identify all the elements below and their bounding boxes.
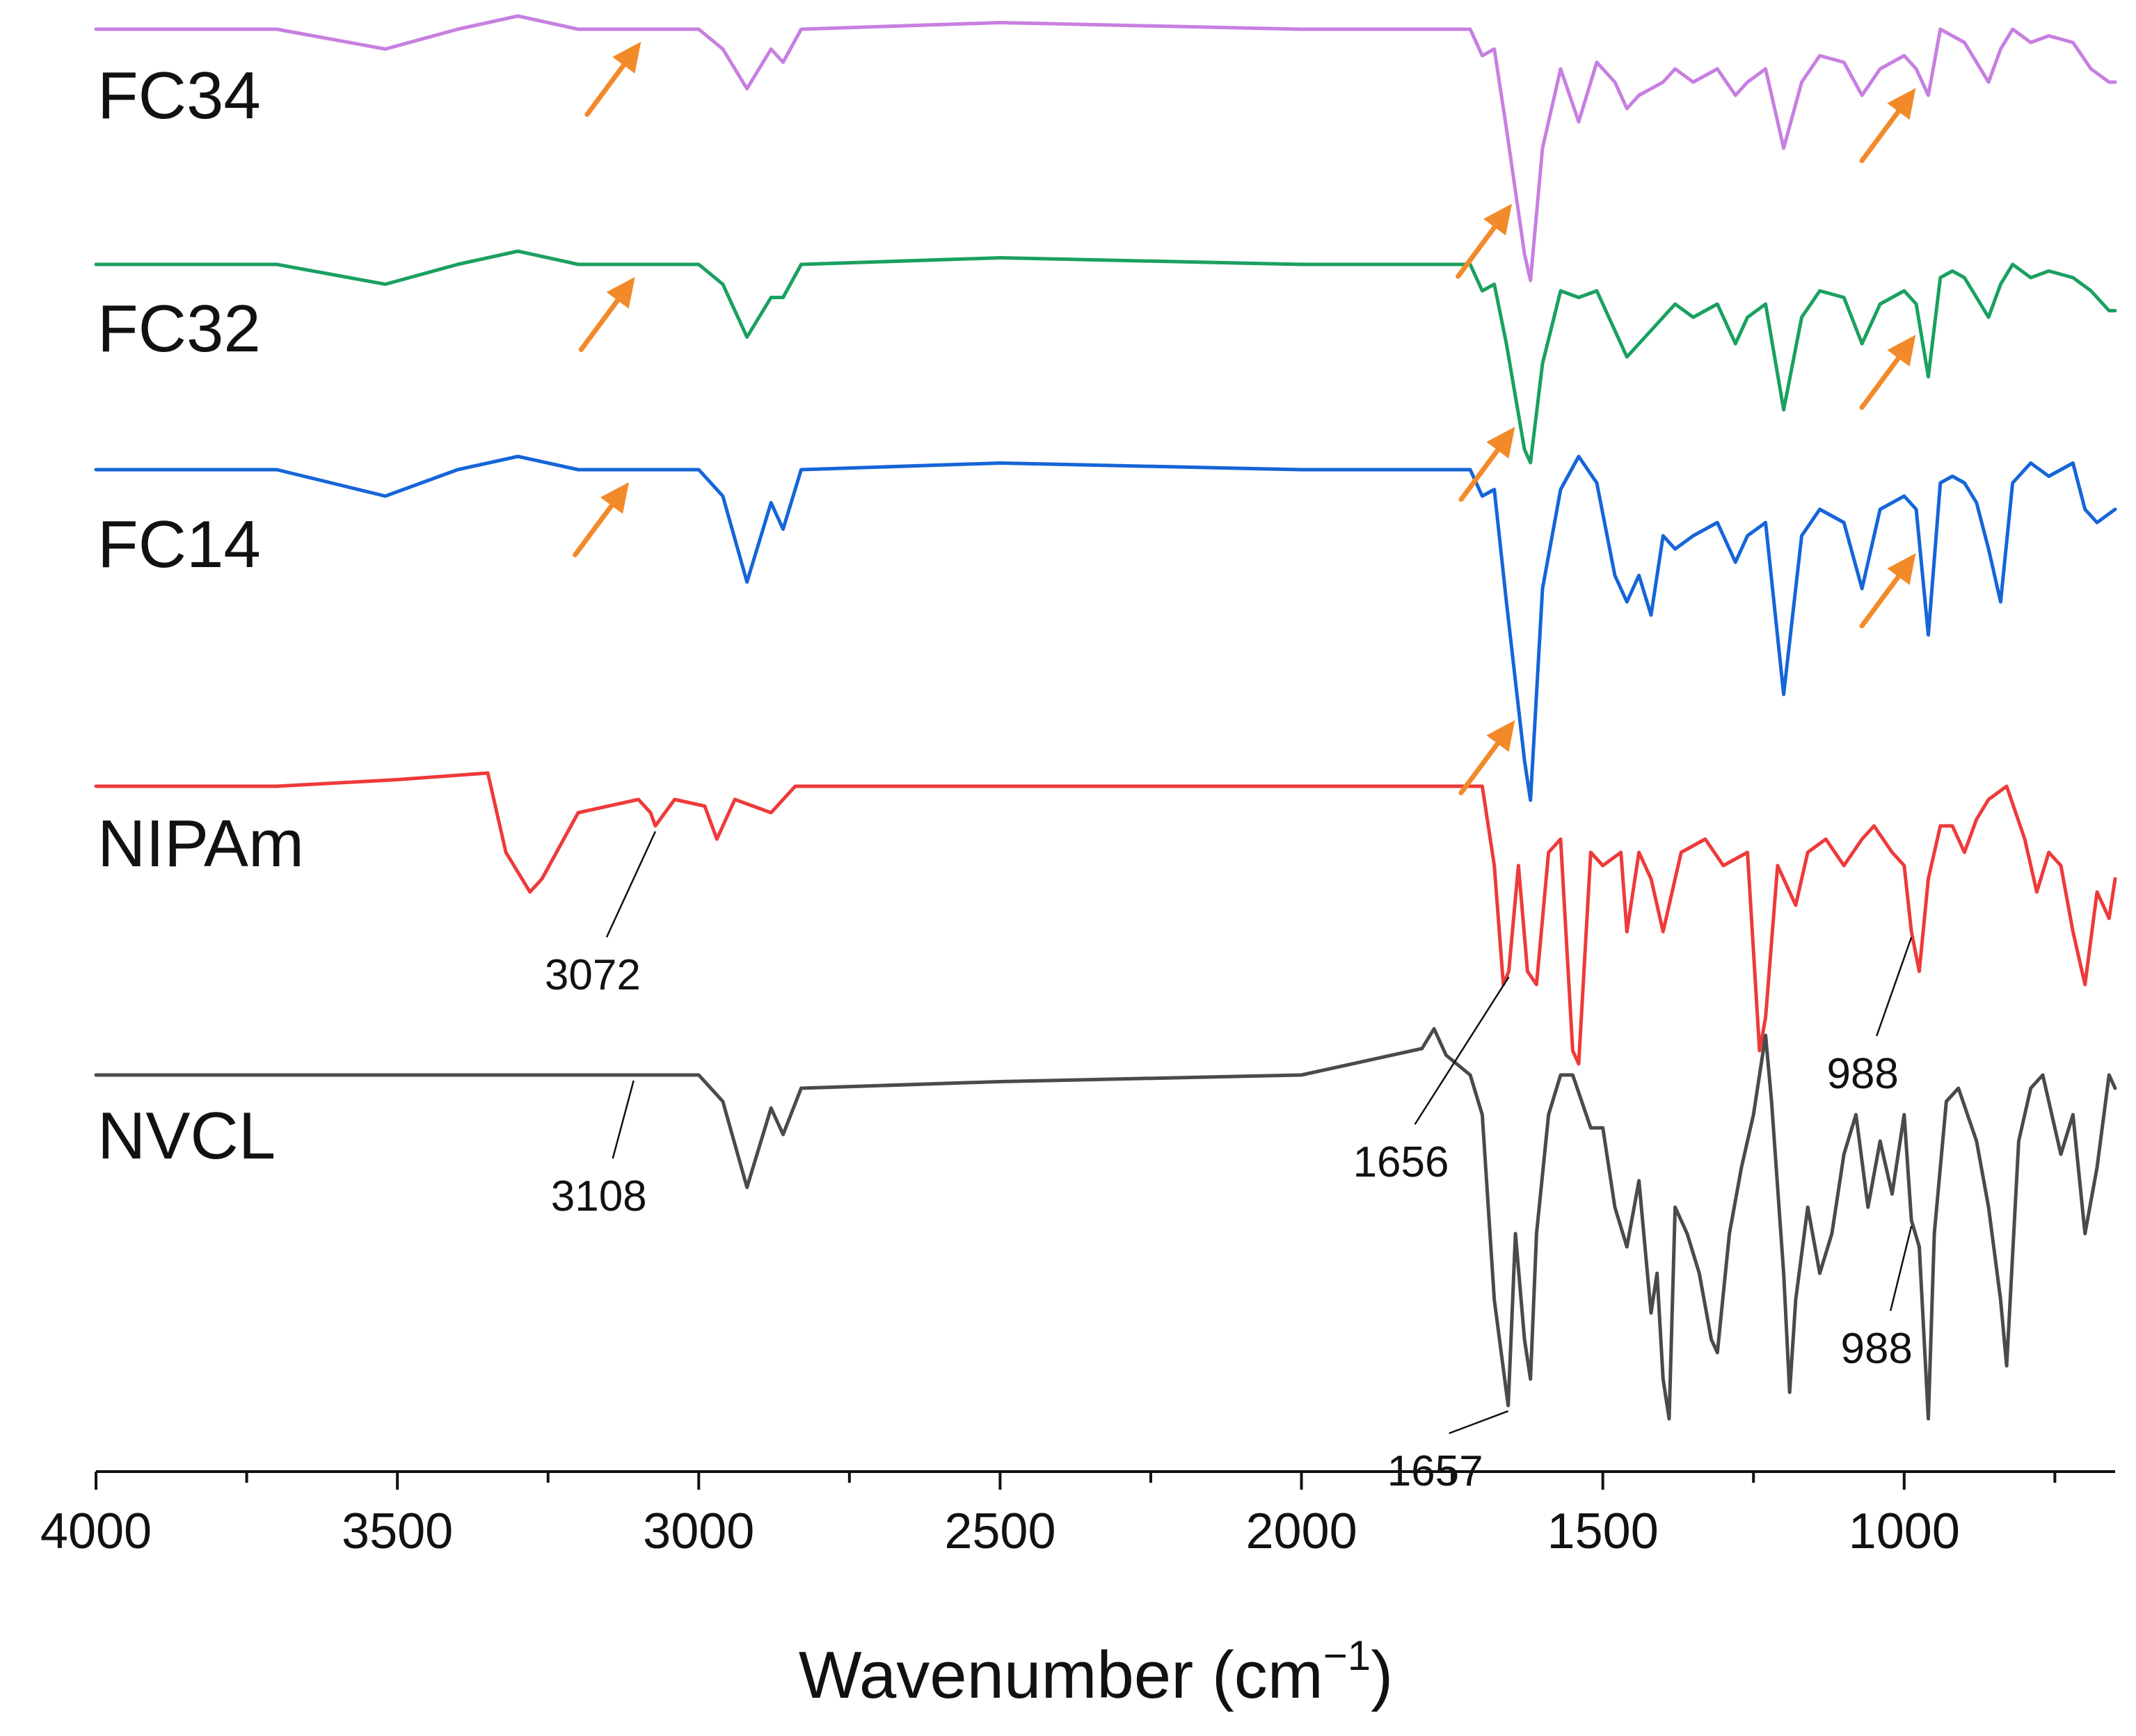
x-axis-title-main: Wavenumber (cm	[799, 1638, 1323, 1712]
annotation-label: 3108	[551, 1172, 647, 1220]
x-axis: 4000 3500 3000 2500 2000 1500 1000	[40, 1470, 2115, 1559]
series-label-nipam: NIPAm	[97, 806, 304, 881]
annotation-leader	[1889, 1225, 1913, 1312]
annotation-label: 3072	[545, 951, 641, 999]
annotation-label: 988	[1840, 1325, 1912, 1373]
annotation-leader	[1449, 1410, 1509, 1435]
peak-arrow	[1458, 720, 1515, 795]
peak-arrow	[1456, 203, 1513, 279]
x-tick-label: 4000	[40, 1504, 152, 1559]
annotation-leader	[605, 831, 657, 938]
peak-arrow	[1859, 553, 1916, 629]
x-tick-label: 3000	[643, 1504, 754, 1559]
series-line-nvcl	[94, 1027, 2117, 1421]
series-label-nvcl: NVCL	[97, 1099, 276, 1173]
peak-arrow	[584, 42, 641, 117]
peak-arrow	[573, 482, 629, 557]
series-line-nipam	[94, 771, 2117, 1066]
series-label-fc34: FC34	[97, 58, 261, 133]
series-label-fc32: FC32	[97, 292, 261, 366]
x-axis-title-close: )	[1371, 1638, 1393, 1712]
x-tick-label: 3500	[342, 1504, 453, 1559]
annotation-leader	[1414, 976, 1510, 1125]
arrow-layer	[573, 42, 1916, 795]
x-axis-title: Wavenumber (cm−1)	[799, 1632, 1393, 1712]
series-line-fc32	[94, 249, 2117, 465]
x-tick-label: 1500	[1547, 1504, 1659, 1559]
peak-arrow	[1458, 427, 1515, 502]
annotation-leader	[1876, 937, 1913, 1037]
series-line-fc14	[94, 454, 2117, 802]
peak-arrow	[578, 277, 635, 352]
series-line-fc34	[94, 14, 2117, 282]
annotation-label: 1656	[1353, 1138, 1449, 1186]
series-label-fc14: FC14	[97, 507, 261, 582]
x-tick-label: 2500	[944, 1504, 1055, 1559]
peak-arrow	[1859, 335, 1916, 411]
x-tick-label: 1000	[1849, 1504, 1960, 1559]
x-tick-label: 2000	[1245, 1504, 1357, 1559]
x-axis-title-sup: −1	[1323, 1632, 1371, 1679]
series-layer: FC34 FC32 FC14 NIPAm NVCL	[94, 14, 2117, 1421]
annotation-label: 988	[1826, 1050, 1898, 1098]
peak-arrow	[1859, 88, 1916, 164]
annotation-leader	[612, 1080, 635, 1159]
